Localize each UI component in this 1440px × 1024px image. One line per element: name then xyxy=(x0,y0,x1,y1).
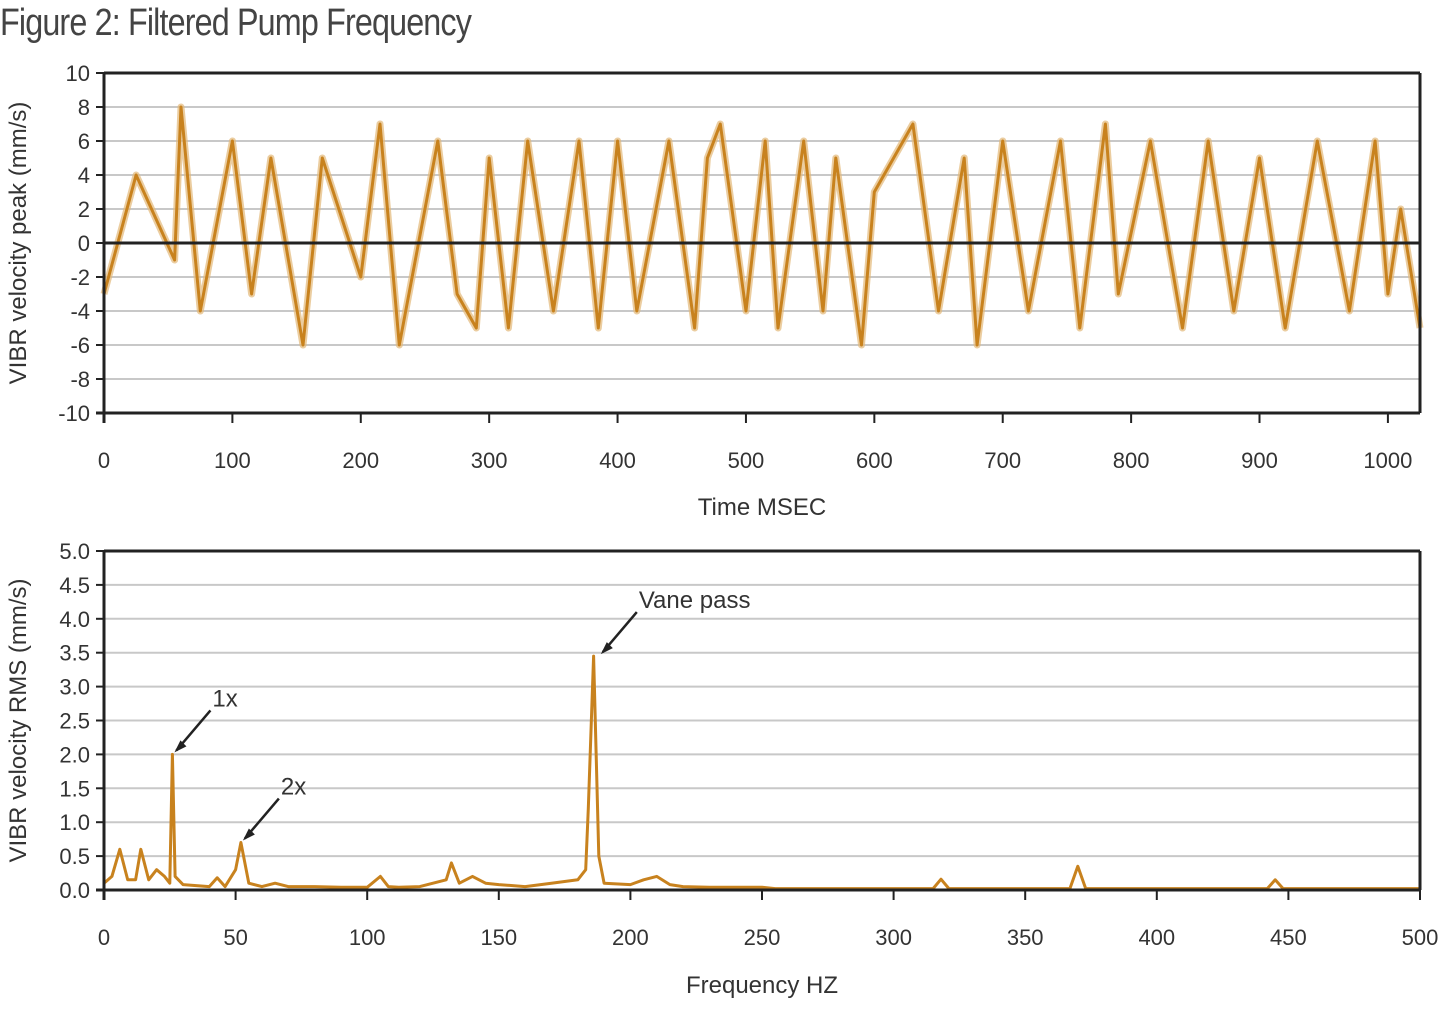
series-line xyxy=(103,654,1420,891)
y-tick-label: 4.0 xyxy=(59,607,90,632)
y-tick-label: -6 xyxy=(70,333,90,358)
y-tick-label: 1.5 xyxy=(59,776,90,801)
y-tick-label: -4 xyxy=(70,299,90,324)
y-tick-label: 6 xyxy=(78,129,90,154)
x-tick-label: 1000 xyxy=(1363,448,1412,473)
time-domain-chart: 10 8 6 4 2 0 -2 -4 -6 -8 -10 0 100 200 300 400 500 600 700… xyxy=(5,61,1424,521)
frequency-spectrum-chart: 5.0 4.5 4.0 3.5 3.0 2.5 2.0 1.5 1.0 0.5 0.0 0 50 100 1… xyxy=(5,539,1438,999)
x-tick-label: 100 xyxy=(214,448,251,473)
x-tick-label: 400 xyxy=(1138,925,1175,950)
y-tick-label: 0.5 xyxy=(59,844,90,869)
x-axis-label: Frequency HZ xyxy=(686,972,838,999)
x-tick-label: 200 xyxy=(612,925,649,950)
x-tick-label: 350 xyxy=(1007,925,1044,950)
series-band xyxy=(100,103,1424,349)
y-tick-label: 0.0 xyxy=(59,878,90,903)
annotation-label: 1x xyxy=(212,685,237,712)
x-tick-label: 300 xyxy=(875,925,912,950)
x-tick-label: 0 xyxy=(98,448,110,473)
x-axis-label: Time MSEC xyxy=(698,494,826,521)
annotation-label: 2x xyxy=(281,774,306,801)
y-axis-label: VIBR velocity RMS (mm/s) xyxy=(5,578,32,862)
y-tick-label: 5.0 xyxy=(59,539,90,564)
y-tick-label: 1.0 xyxy=(59,810,90,835)
y-tick-label: 3.0 xyxy=(59,675,90,700)
x-tick-label: 450 xyxy=(1270,925,1307,950)
annotation-label: Vane pass xyxy=(639,587,751,614)
x-tick-label: 250 xyxy=(744,925,781,950)
series-line xyxy=(102,105,1422,347)
y-tick-label: 10 xyxy=(66,61,90,86)
x-tick-label: 600 xyxy=(856,448,893,473)
x-tick-label: 900 xyxy=(1241,448,1278,473)
x-tick-label: 500 xyxy=(728,448,765,473)
y-tick-label: -2 xyxy=(70,265,90,290)
x-tick-label: 700 xyxy=(984,448,1021,473)
x-tick-label: 50 xyxy=(223,925,247,950)
y-tick-label: 2 xyxy=(78,197,90,222)
x-tick-label: 800 xyxy=(1113,448,1150,473)
y-tick-label: -10 xyxy=(58,401,90,426)
y-tick-label: 2.0 xyxy=(59,742,90,767)
y-tick-label: 0 xyxy=(78,231,90,256)
annotation-arrowhead xyxy=(242,828,255,841)
x-tick-label: 400 xyxy=(599,448,636,473)
figure-title: Figure 2: Filtered Pump Frequency xyxy=(0,2,472,44)
y-tick-label: 4.5 xyxy=(59,573,90,598)
y-tick-label: -8 xyxy=(70,367,90,392)
x-tick-label: 300 xyxy=(471,448,508,473)
y-tick-label: 2.5 xyxy=(59,709,90,734)
annotation-arrowhead xyxy=(174,740,187,753)
y-tick-label: 8 xyxy=(78,95,90,120)
y-axis-label: VIBR velocity peak (mm/s) xyxy=(5,102,32,385)
annotation-arrowhead xyxy=(600,642,613,655)
y-tick-label: 3.5 xyxy=(59,641,90,666)
x-tick-label: 200 xyxy=(342,448,379,473)
x-tick-label: 100 xyxy=(349,925,386,950)
y-tick-label: 4 xyxy=(78,163,90,188)
x-tick-label: 150 xyxy=(480,925,517,950)
x-tick-label: 0 xyxy=(98,925,110,950)
x-tick-label: 500 xyxy=(1402,925,1439,950)
